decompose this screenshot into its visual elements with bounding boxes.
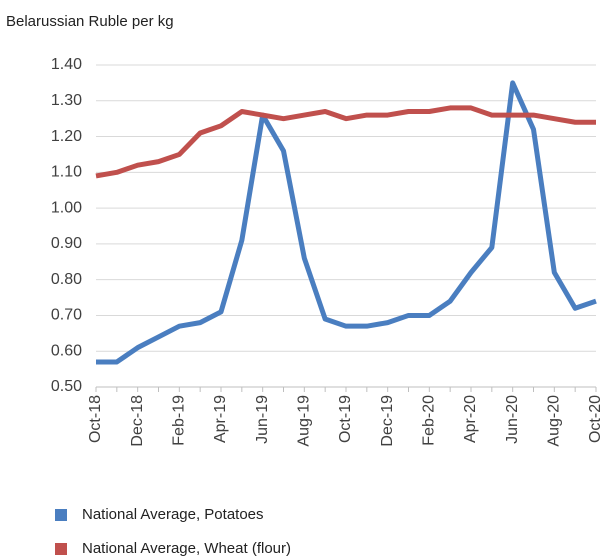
x-tick-label: Aug-20 xyxy=(546,395,563,447)
x-tick-label: Dec-19 xyxy=(379,395,396,447)
y-tick-label: 0.50 xyxy=(51,378,82,395)
y-axis-title: Belarussian Ruble per kg xyxy=(6,13,174,30)
y-tick-label: 0.60 xyxy=(51,342,82,359)
x-tick-label: Apr-20 xyxy=(462,395,479,443)
x-tick-label: Oct-20 xyxy=(587,395,604,443)
legend-swatch xyxy=(55,543,67,555)
x-tick-label: Feb-19 xyxy=(171,395,188,446)
legend-label: National Average, Potatoes xyxy=(82,506,264,523)
x-tick-label: Dec-18 xyxy=(129,395,146,447)
legend-label: National Average, Wheat (flour) xyxy=(82,540,291,557)
x-tick-label: Oct-19 xyxy=(337,395,354,443)
y-tick-label: 0.80 xyxy=(51,271,82,288)
y-tick-label: 1.40 xyxy=(51,56,82,73)
y-tick-label: 0.90 xyxy=(51,235,82,252)
x-tick-label: Feb-20 xyxy=(421,395,438,446)
x-tick-label: Aug-19 xyxy=(296,395,313,447)
x-tick-label: Apr-19 xyxy=(212,395,229,443)
series-line xyxy=(95,105,596,179)
x-tick-label: Oct-18 xyxy=(87,395,104,443)
y-tick-label: 1.20 xyxy=(51,128,82,145)
y-tick-label: 0.70 xyxy=(51,307,82,324)
x-tick-label: Jun-20 xyxy=(504,395,521,444)
series-line xyxy=(96,80,597,365)
x-tick-label: Jun-19 xyxy=(254,395,271,444)
legend-swatch xyxy=(55,509,67,521)
y-tick-label: 1.30 xyxy=(51,92,82,109)
y-tick-label: 1.10 xyxy=(51,164,82,181)
y-tick-label: 1.00 xyxy=(51,199,82,216)
